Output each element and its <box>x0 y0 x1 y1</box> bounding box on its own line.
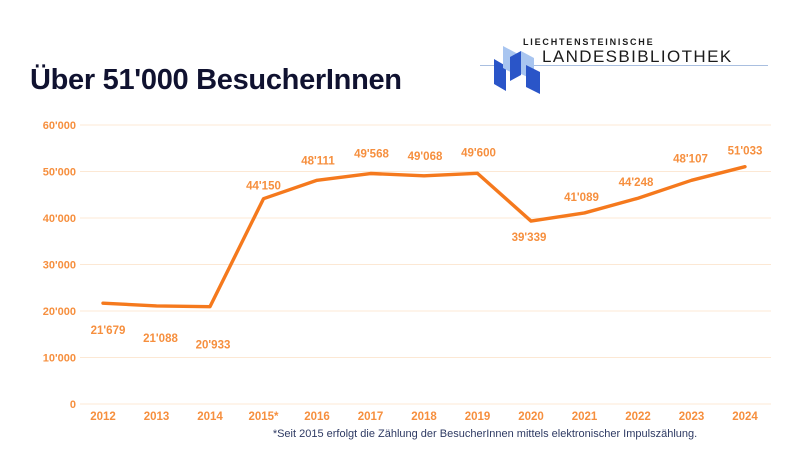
y-axis-tick-label: 50'000 <box>43 167 76 179</box>
value-label: 21'088 <box>143 333 178 345</box>
value-label: 21'679 <box>91 325 126 337</box>
y-axis-tick-label: 0 <box>70 399 76 411</box>
visitors-data-line <box>101 164 747 309</box>
logo-text-line1: LIECHTENSTEINISCHE <box>523 37 655 47</box>
value-label: 51'033 <box>728 146 763 158</box>
y-axis-tick-label: 20'000 <box>43 306 76 318</box>
y-axis-tick-label: 10'000 <box>43 353 76 365</box>
value-label: 20'933 <box>196 340 231 352</box>
value-label: 49'068 <box>408 151 443 163</box>
value-label: 39'339 <box>512 232 547 244</box>
page-title: Über 51'000 BesucherInnen <box>30 64 402 96</box>
x-axis-year-label: 2021 <box>572 411 598 423</box>
x-axis-year-label: 2016 <box>304 411 330 423</box>
value-label: 49'568 <box>354 149 389 161</box>
value-label: 48'107 <box>673 153 708 165</box>
chart-footnote: *Seit 2015 erfolgt die Zählung der Besuc… <box>272 428 698 440</box>
x-axis-year-label: 2019 <box>465 411 491 423</box>
x-axis-year-label: 2020 <box>518 411 544 423</box>
x-axis-year-label: 2024 <box>732 411 758 423</box>
value-label: 41'089 <box>564 192 599 204</box>
x-axis-year-label: 2018 <box>411 411 437 423</box>
x-axis-year-label: 2017 <box>358 411 384 423</box>
y-axis-tick-label: 60'000 <box>43 120 76 132</box>
x-axis-year-label: 2012 <box>90 411 116 423</box>
x-axis-year-label: 2013 <box>144 411 170 423</box>
library-logo-mark-icon <box>494 46 540 94</box>
value-label: 48'111 <box>301 155 335 167</box>
y-axis-tick-label: 40'000 <box>43 213 76 225</box>
value-label: 44'150 <box>246 181 281 193</box>
x-axis-year-label: 2023 <box>679 411 705 423</box>
y-axis-tick-label: 30'000 <box>43 260 76 272</box>
logo-text-line2: LANDESBIBLIOTHEK <box>542 47 733 66</box>
x-axis-year-label: 2015* <box>248 411 279 423</box>
value-label: 49'600 <box>461 147 496 159</box>
x-axis-year-label: 2022 <box>625 411 651 423</box>
logo-divider-line <box>480 65 768 66</box>
x-axis-year-label: 2014 <box>197 411 223 423</box>
value-label: 44'248 <box>619 177 654 189</box>
